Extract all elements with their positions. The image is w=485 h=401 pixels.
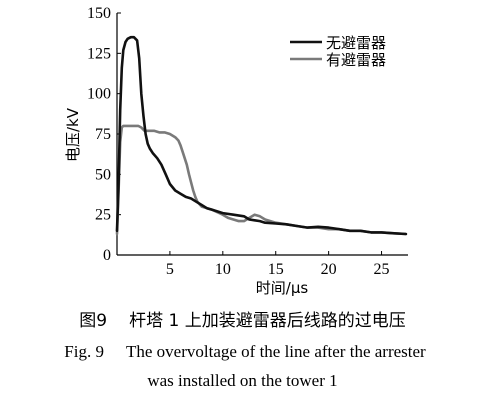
x-tick-label: 20: [321, 261, 337, 278]
caption-chinese: 图9 杆塔 1 上加装避雷器后线路的过电压: [0, 306, 485, 331]
y-axis-label: 电压/kV: [64, 107, 82, 162]
caption-en-label: Fig. 9: [64, 342, 104, 361]
y-tick-label: 50: [95, 166, 111, 183]
x-tick-label: 5: [166, 261, 174, 278]
series-line-1: [115, 124, 408, 236]
y-tick-label: 0: [103, 247, 111, 264]
y-tick-label: 125: [87, 45, 111, 62]
y-ticks: 0 25 50 75 100 125 150: [87, 5, 121, 264]
y-tick-label: 150: [87, 5, 111, 22]
caption-cn-text: 杆塔 1 上加装避雷器后线路的过电压: [129, 311, 406, 331]
series-layer: [115, 35, 408, 236]
legend-label-0: 无避雷器: [326, 34, 386, 52]
x-axis-label: 时间/μs: [256, 279, 309, 297]
caption-en-text1: The overvoltage of the line after the ar…: [125, 342, 426, 361]
x-tick-label: 25: [374, 261, 390, 278]
legend-label-1: 有避雷器: [326, 51, 386, 69]
caption-english-line1: Fig. 9 The overvoltage of the line after …: [10, 342, 480, 362]
y-tick-label: 75: [95, 126, 111, 143]
y-tick-label: 100: [87, 86, 111, 103]
caption-english-line2: was installed on the tower 1: [147, 371, 338, 390]
x-tick-label: 10: [215, 261, 231, 278]
y-tick-label: 25: [95, 207, 111, 224]
series-line-0: [115, 35, 408, 236]
x-ticks: 5 10 15 20 25: [166, 251, 390, 278]
caption-cn-label: 图9: [79, 311, 108, 331]
x-tick-label: 15: [268, 261, 284, 278]
